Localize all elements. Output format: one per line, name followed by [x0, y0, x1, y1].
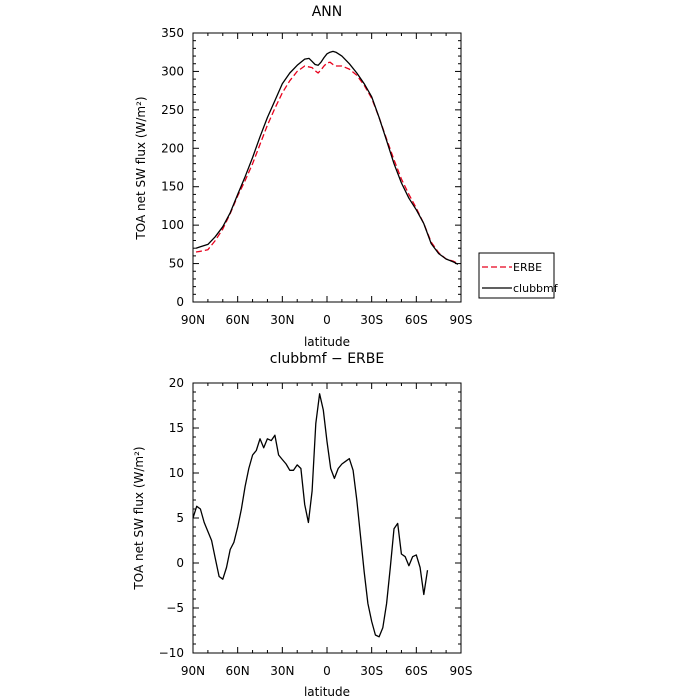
- panel-difference: clubbmf − ERBE −10 −5 0 5 10 15 20 90N 60N 30N 0 30…: [132, 351, 472, 699]
- y-tick-label: 20: [169, 376, 184, 390]
- y-tick-label: 10: [169, 466, 184, 480]
- y-tick-label: 300: [161, 64, 184, 78]
- legend-label-clubbmf: clubbmf: [513, 282, 559, 295]
- x-tick-label: 30S: [360, 313, 383, 327]
- plot-frame: [192, 32, 462, 303]
- chart-title: clubbmf − ERBE: [270, 351, 384, 367]
- legend-box: [478, 252, 555, 299]
- x-tick-label: 0: [323, 313, 331, 327]
- y-tick-label: 50: [169, 257, 184, 271]
- panel-annual-flux: ANN 0 50 100 150 200 250 300 350 90N 60N 30N 0 30S 60…: [134, 4, 559, 349]
- y-tick-label: 150: [161, 180, 184, 194]
- x-tick-label: 60S: [405, 664, 428, 678]
- y-tick-label: −5: [166, 601, 184, 615]
- x-tick-label: 90N: [181, 313, 205, 327]
- y-axis-label: TOA net SW flux (W/m²): [134, 96, 148, 240]
- y-tick-label: 100: [161, 218, 184, 232]
- y-tick-label: 250: [161, 103, 184, 117]
- legend-label-erbe: ERBE: [513, 261, 542, 274]
- x-tick-label: 60S: [405, 313, 428, 327]
- chart-title: ANN: [312, 4, 343, 20]
- data-lines: [192, 393, 429, 638]
- series-line-erbe: [195, 61, 459, 265]
- x-tick-label: 30N: [270, 664, 294, 678]
- x-tick-label: 90N: [181, 664, 205, 678]
- x-tick-label: 90S: [450, 313, 473, 327]
- x-tick-label: 30S: [360, 664, 383, 678]
- y-tick-label: 200: [161, 141, 184, 155]
- y-axis-label: TOA net SW flux (W/m²): [132, 446, 146, 590]
- x-tick-label: 0: [323, 664, 331, 678]
- x-tick-label: 60N: [226, 664, 250, 678]
- y-tick-label: 350: [161, 26, 184, 40]
- series-line-difference: [192, 393, 429, 638]
- series-line-clubbmf: [195, 50, 459, 265]
- plot-frame: [192, 382, 462, 654]
- y-tick-label: 0: [176, 556, 184, 570]
- x-tick-label: 30N: [270, 313, 294, 327]
- x-axis-label: latitude: [304, 685, 350, 699]
- axis-ticks: −10 −5 0 5 10 15 20 90N 60N 30N 0 30S 60S 90S: [159, 376, 473, 678]
- x-tick-label: 90S: [450, 664, 473, 678]
- y-tick-label: −10: [159, 646, 184, 660]
- y-tick-label: 5: [176, 511, 184, 525]
- y-tick-label: 0: [176, 295, 184, 309]
- y-tick-label: 15: [169, 421, 184, 435]
- x-tick-label: 60N: [226, 313, 250, 327]
- data-lines: [195, 50, 459, 265]
- axis-ticks: 0 50 100 150 200 250 300 350 90N 60N 30N 0 30S 60S 90S: [161, 26, 472, 327]
- legend: ERBE clubbmf: [478, 252, 559, 299]
- x-axis-label: latitude: [304, 335, 350, 349]
